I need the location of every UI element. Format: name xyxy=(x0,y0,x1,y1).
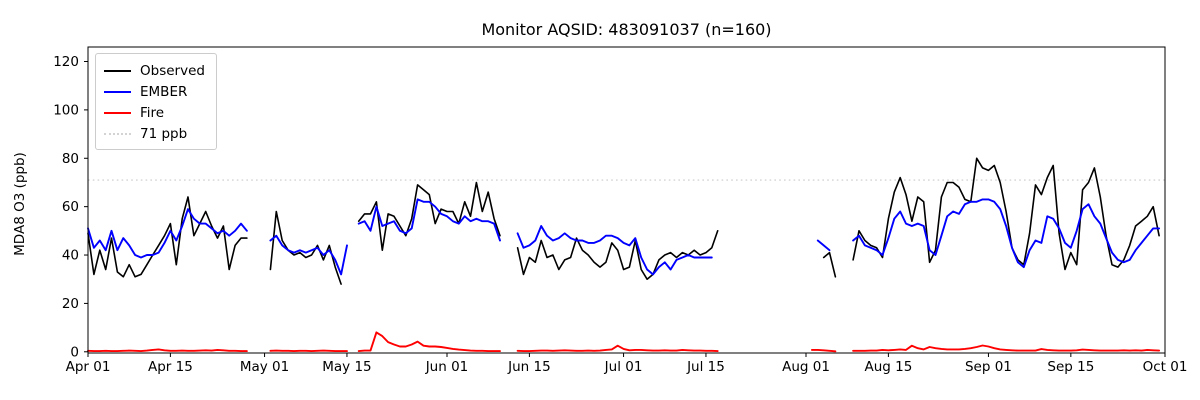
observed-line xyxy=(87,157,1160,285)
x-tick-label: Sep 15 xyxy=(1047,359,1094,375)
legend-label-ember: EMBER xyxy=(140,83,188,100)
x-tick-label: Apr 01 xyxy=(66,359,111,375)
ember-line-sample xyxy=(104,90,131,93)
x-tick-label: Jun 01 xyxy=(425,359,469,375)
x-tick-label: May 15 xyxy=(322,359,371,375)
axes-frame xyxy=(87,46,1166,354)
legend-item-observed: Observed xyxy=(104,60,208,81)
y-tick-label: 0 xyxy=(70,344,79,360)
y-tick-label: 80 xyxy=(62,151,79,167)
legend-label-observed: Observed xyxy=(140,62,205,79)
observed-line-sample xyxy=(104,69,131,72)
legend-item-threshold: 71 ppb xyxy=(104,123,208,144)
legend-label-threshold: 71 ppb xyxy=(140,125,188,142)
x-tick-label: May 01 xyxy=(240,359,289,375)
legend-item-fire: Fire xyxy=(104,102,208,123)
x-tick-label: Aug 01 xyxy=(782,359,830,375)
y-tick-label: 100 xyxy=(53,102,79,118)
y-tick-label: 40 xyxy=(62,248,79,264)
x-tick-label: Apr 15 xyxy=(148,359,193,375)
x-tick-label: Aug 15 xyxy=(864,359,912,375)
x-tick-label: Jul 15 xyxy=(686,359,725,375)
fire-line xyxy=(87,331,1161,353)
x-tick-label: Oct 01 xyxy=(1143,359,1188,375)
y-tick-label: 120 xyxy=(53,54,79,70)
legend: Observed EMBER Fire 71 ppb xyxy=(95,53,217,150)
ember-line xyxy=(87,198,1161,276)
legend-label-fire: Fire xyxy=(140,104,165,121)
x-tick-label: Jun 15 xyxy=(507,359,551,375)
chart-title: Monitor AQSID: 483091037 (n=160) xyxy=(481,20,772,39)
y-tick-label: 60 xyxy=(62,199,79,215)
fire-line-sample xyxy=(104,111,131,114)
threshold-line-sample xyxy=(104,132,131,135)
y-tick-label: 20 xyxy=(62,296,79,312)
x-tick-label: Sep 01 xyxy=(965,359,1012,375)
y-axis-label: MDA8 O3 (ppb) xyxy=(12,152,28,256)
legend-item-ember: EMBER xyxy=(104,81,208,102)
x-tick-label: Jul 01 xyxy=(604,359,643,375)
